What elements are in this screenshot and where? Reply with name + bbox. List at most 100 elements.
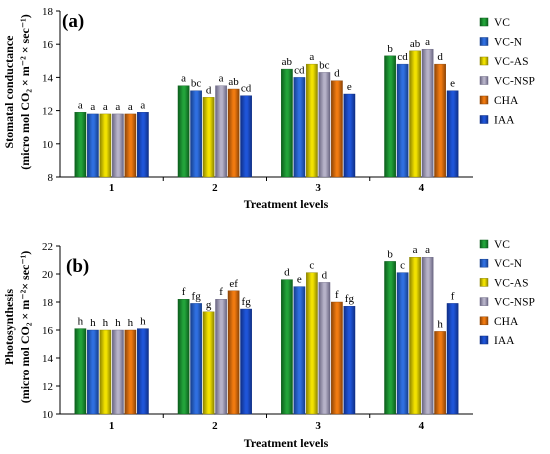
legend-label-vc: VC — [494, 17, 510, 29]
bar-significance-label: ab — [410, 38, 421, 50]
bar-significance-label: a — [90, 101, 95, 113]
bar-iaa-level-4 — [446, 303, 459, 415]
legend-swatch-cha — [479, 316, 489, 326]
bar-cha-level-2 — [227, 290, 240, 415]
y-tick-label: 18 — [42, 297, 54, 309]
legend-label-vc-n: VC-N — [494, 258, 523, 270]
y-tick-label: 16 — [42, 39, 54, 51]
bar-vc-level-3 — [281, 279, 293, 415]
bar-significance-label: d — [334, 68, 340, 80]
bar-vc-as-level-2 — [202, 311, 215, 415]
y-tick-label: 14 — [42, 72, 54, 84]
bar-significance-label: a — [128, 101, 133, 113]
bar-vc-n-level-1 — [87, 329, 99, 415]
bar-iaa-level-1 — [137, 112, 149, 178]
bar-significance-label: h — [140, 316, 146, 328]
y-axis-title-line1-b: Photosynthesis — [2, 289, 16, 365]
y-axis-title-line1-a: Stomatal conductance — [2, 35, 16, 149]
bar-significance-label: a — [425, 244, 430, 256]
bar-significance-label: h — [115, 317, 121, 329]
bar-significance-label: h — [78, 316, 84, 328]
bar-vc-as-level-2 — [202, 97, 215, 178]
bar-vc-nsp-level-4 — [421, 48, 434, 178]
bar-significance-label: f — [451, 290, 455, 302]
bar-significance-label: b — [387, 43, 393, 55]
bar-significance-label: a — [219, 73, 224, 85]
legend-swatch-vc — [479, 239, 489, 249]
y-tick-label: 14 — [42, 353, 54, 365]
bar-significance-label: ab — [282, 56, 293, 68]
legend-swatch-vc-as — [479, 56, 489, 66]
bar-significance-label: d — [284, 267, 290, 279]
bar-significance-label: a — [103, 101, 108, 113]
bar-significance-label: h — [103, 317, 109, 329]
y-tick-label: 10 — [42, 409, 54, 421]
bar-significance-label: h — [437, 318, 443, 330]
bar-vc-n-level-4 — [396, 63, 409, 178]
bar-iaa-level-2 — [240, 308, 252, 415]
legend-swatch-iaa — [479, 115, 489, 124]
bar-cha-level-1 — [124, 113, 137, 178]
bar-cha-level-4 — [434, 331, 446, 415]
bar-vc-level-2 — [177, 85, 190, 178]
bar-vc-as-level-1 — [99, 329, 112, 415]
bar-vc-nsp-level-2 — [215, 85, 227, 178]
bar-iaa-level-4 — [446, 90, 459, 178]
y-axis-title-line2-a: (micro mol CO₂ × m⁻² × sec⁻¹) — [18, 14, 32, 170]
x-tick-label: 1 — [109, 182, 115, 194]
panel-stomatal-conductance: (a) Stomatal conductance (micro mol CO₂ … — [2, 6, 535, 211]
bar-vc-as-level-3 — [306, 63, 318, 178]
legend-label-vc-as: VC-AS — [494, 277, 529, 289]
bar-vc-nsp-level-2 — [215, 299, 227, 415]
bar-vc-n-level-1 — [87, 113, 99, 178]
y-tick-label: 12 — [42, 381, 53, 393]
bar-vc-n-level-2 — [190, 303, 202, 415]
bar-iaa-level-1 — [137, 328, 149, 415]
y-tick-label: 8 — [48, 172, 54, 184]
bar-significance-label: h — [128, 317, 134, 329]
y-tick-label: 16 — [42, 325, 54, 337]
bar-cha-level-3 — [331, 301, 343, 415]
legend-label-cha: CHA — [494, 95, 519, 107]
x-axis-title-b: Treatment levels — [244, 436, 329, 450]
legend-label-vc-nsp: VC-NSP — [494, 297, 535, 309]
legend-swatch-cha — [479, 95, 489, 105]
bar-significance-label: c — [400, 260, 405, 272]
bar-significance-label: cd — [241, 83, 252, 95]
bar-vc-nsp-level-4 — [421, 257, 434, 415]
bar-significance-label: d — [206, 84, 212, 96]
bar-significance-label: g — [206, 299, 212, 311]
bar-significance-label: fg — [242, 296, 252, 308]
bar-vc-level-2 — [177, 299, 190, 415]
bar-iaa-level-2 — [240, 95, 252, 178]
bar-vc-as-level-1 — [99, 113, 112, 178]
bar-significance-label: bc — [319, 59, 330, 71]
legend-swatch-vc-nsp — [479, 297, 489, 306]
panel-label-a: (a) — [62, 11, 84, 32]
bar-vc-n-level-2 — [190, 90, 202, 178]
y-tick-label: 18 — [42, 6, 54, 18]
bar-significance-label: fg — [345, 293, 355, 305]
bar-significance-label: ab — [228, 76, 239, 88]
bar-significance-label: f — [335, 289, 339, 301]
bar-vc-level-4 — [384, 55, 396, 178]
bar-significance-label: a — [309, 51, 314, 63]
bar-significance-label: a — [115, 101, 120, 113]
bar-significance-label: f — [219, 286, 223, 298]
bar-significance-label: e — [297, 274, 302, 286]
x-axis-title-a: Treatment levels — [244, 197, 329, 211]
legend-swatch-vc-n — [479, 37, 489, 46]
bar-cha-level-2 — [227, 88, 240, 178]
y-tick-label: 20 — [42, 269, 54, 281]
legend-swatch-vc-nsp — [479, 76, 489, 85]
x-tick-label: 4 — [419, 420, 425, 432]
bar-significance-label: e — [347, 81, 352, 93]
bar-significance-label: d — [437, 51, 443, 63]
bar-vc-level-1 — [74, 328, 87, 415]
bar-significance-label: c — [309, 260, 314, 272]
legend-b: VC VC-N VC-AS VC-NSP CHA IAA — [479, 239, 535, 347]
legend-label-iaa: IAA — [494, 115, 515, 127]
bar-vc-nsp-level-1 — [112, 329, 124, 415]
bar-vc-nsp-level-3 — [318, 72, 331, 178]
